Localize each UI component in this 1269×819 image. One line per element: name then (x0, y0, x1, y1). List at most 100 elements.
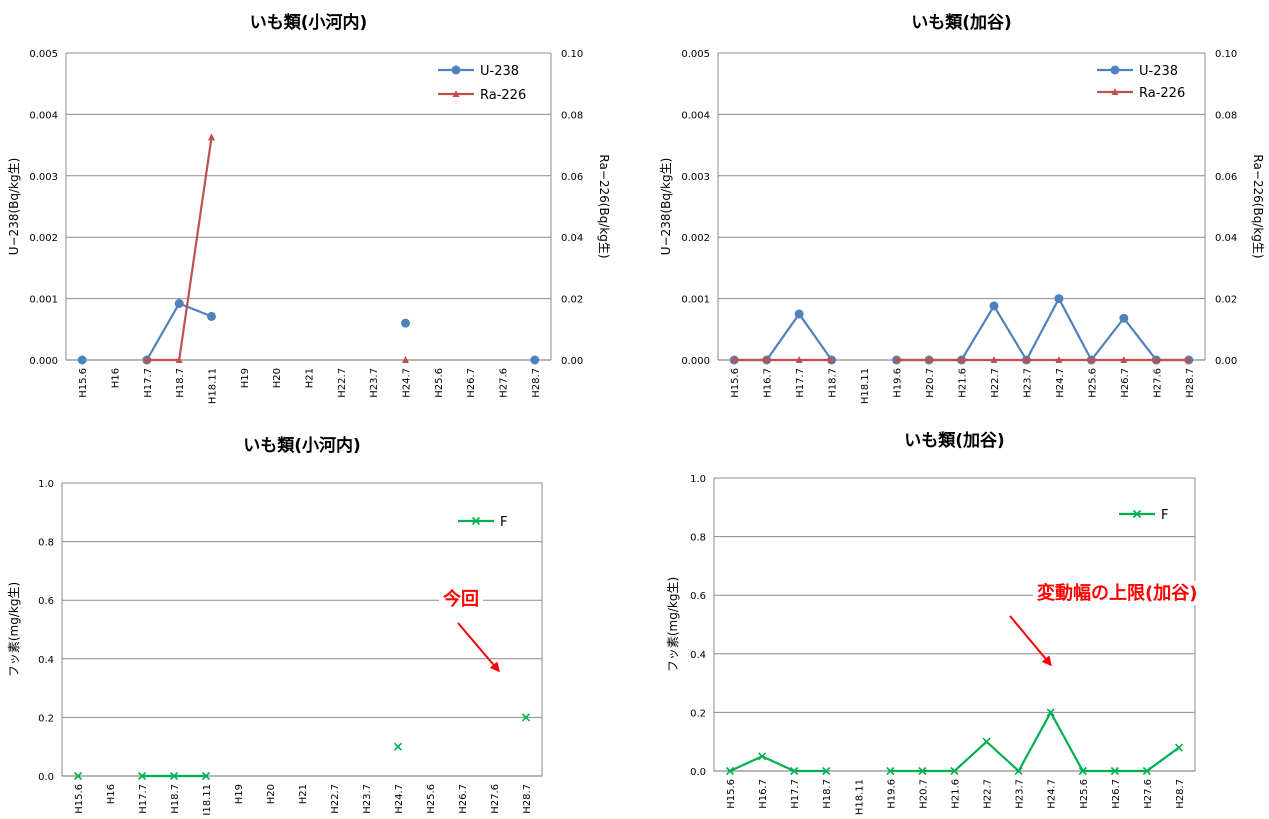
series-line (729, 755, 827, 773)
data-point-3 (169, 771, 179, 781)
y-tick-label: 0.002 (29, 233, 58, 244)
x-tick-label: H23.7 (362, 784, 373, 814)
chart-fluorine-kaya: いも類(加谷) 0.0 0.2 0.4 0.6 0.8 1.0 H15.6 H16.7 H17.7… (634, 408, 1269, 815)
chart-u238-ra226-kogouchi: いも類(小河内) 0.000 0.001 0.002 0.003 0.004 0.005 0.… (0, 0, 634, 408)
data-point-0 (73, 771, 83, 781)
x-tick-label: H16.7 (758, 779, 769, 809)
annotation-arrow (457, 622, 500, 673)
y2-tick-label: 0.00 (561, 356, 583, 367)
data-point-2 (790, 766, 799, 776)
data-point-2 (143, 356, 151, 363)
x-tick-label: H25.6 (434, 368, 445, 398)
x-tick-label: H18.7 (175, 368, 186, 398)
x-tick-label: H25.6 (426, 784, 437, 814)
x-tick-label: H23.7 (1015, 779, 1026, 809)
data-point-legend (1111, 88, 1119, 95)
annotation-background (1033, 581, 1221, 605)
data-point-0 (730, 356, 738, 363)
data-point-2 (794, 309, 804, 319)
x-tick-label: H19.6 (893, 368, 904, 398)
x-tick-label: H19 (240, 368, 251, 388)
y2-tick-label: 0.08 (561, 110, 583, 121)
series-line (896, 296, 1189, 363)
data-point-8 (989, 301, 999, 311)
y-tick-label: 0.8 (690, 533, 706, 544)
series-line (145, 302, 212, 361)
data-point-legend (471, 516, 481, 526)
data-point-4 (208, 133, 215, 141)
data-point-6 (925, 356, 933, 363)
legend-item-u-238: U-238 (1097, 64, 1178, 79)
data-point-12 (1110, 766, 1119, 776)
x-tick-label: H26.7 (458, 784, 469, 814)
y-tick-label: 0.000 (29, 356, 58, 367)
x-tick-label: H26.7 (1120, 368, 1131, 398)
x-tick-label: H24.7 (402, 368, 413, 398)
legend-item-ra-226: Ra-226 (438, 88, 526, 103)
y-tick-label: 0.003 (681, 172, 710, 183)
y-axis-label: U−238(Bq/kg生) (7, 158, 21, 256)
data-point-0 (725, 766, 735, 776)
x-tick-label: H20 (266, 784, 277, 804)
series-ra-226 (143, 133, 409, 363)
x-tick-label: H20 (272, 368, 283, 388)
data-point-1 (763, 356, 771, 363)
y-tick-label: 0.6 (690, 591, 706, 602)
y-tick-label: 0.4 (690, 650, 706, 661)
y2-tick-label: 0.10 (1215, 49, 1237, 60)
x-tick-label: H24.7 (394, 784, 405, 814)
series-ra-226 (730, 356, 1193, 363)
x-tick-label: H28.7 (531, 368, 542, 398)
data-point-legend (452, 90, 460, 97)
y2-tick-label: 0.00 (1215, 356, 1237, 367)
y-tick-label: 0.005 (681, 49, 710, 60)
y-axis-label: フッ素(mg/kg生) (666, 577, 680, 672)
x-tick-label: H25.6 (1079, 779, 1090, 809)
chart-title: いも類(加谷) (911, 13, 1012, 33)
data-point-3 (822, 766, 831, 776)
data-point-5 (886, 766, 895, 776)
data-point-9 (1014, 766, 1023, 776)
y-tick-label: 0.001 (681, 295, 710, 306)
x-tick-label: H15.6 (78, 368, 89, 398)
x-tick-label: H17.7 (795, 368, 806, 398)
series-line (890, 710, 1180, 773)
data-point-8 (982, 737, 991, 746)
chart-title: いも類(加谷) (904, 431, 1005, 451)
annotation-arrow (1009, 615, 1052, 667)
x-tick-label: H27.6 (1143, 779, 1154, 809)
x-tick-label: H17.7 (143, 368, 154, 398)
series-u-238 (77, 299, 540, 365)
x-tick-label: H21.6 (958, 368, 969, 398)
data-point-7 (958, 356, 965, 363)
x-tick-label: H24.7 (1047, 779, 1058, 809)
y-tick-label: 1.0 (690, 474, 706, 485)
data-point-10 (402, 356, 409, 363)
data-point-11 (1078, 766, 1087, 776)
legend-item-f: F (458, 515, 507, 530)
series-f (725, 708, 1184, 776)
x-tick-label: H15.6 (74, 784, 85, 814)
x-tick-label: H28.7 (522, 784, 533, 814)
y-tick-label: 0.001 (29, 295, 58, 306)
legend-item-u-238: U-238 (438, 64, 519, 79)
x-tick-label: H22.7 (337, 368, 348, 398)
legend-label: U-238 (1139, 64, 1178, 79)
data-point-legend (1132, 509, 1142, 519)
x-tick-label: H22.7 (983, 779, 994, 809)
data-point-10 (393, 742, 403, 751)
y-tick-label: 0.004 (681, 110, 710, 121)
x-tick-label: H28.7 (1175, 779, 1186, 809)
x-tick-label: H15.6 (730, 368, 741, 398)
plot-area-border (713, 477, 1196, 772)
y2-tick-label: 0.10 (561, 49, 583, 60)
plot-area-border (61, 482, 543, 777)
x-tick-label: H20.7 (925, 368, 936, 398)
y-tick-label: 0.8 (38, 538, 54, 549)
x-tick-label: H18.11 (854, 779, 865, 815)
data-point-10 (1055, 356, 1063, 363)
x-tick-label: H16 (106, 784, 117, 804)
y-tick-label: 0.2 (690, 708, 706, 719)
legend-label: Ra-226 (480, 88, 526, 103)
data-point-4 (207, 311, 216, 321)
